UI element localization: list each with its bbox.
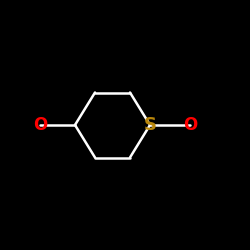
Text: S: S	[144, 116, 156, 134]
Text: O: O	[33, 116, 47, 134]
Text: O: O	[183, 116, 197, 134]
